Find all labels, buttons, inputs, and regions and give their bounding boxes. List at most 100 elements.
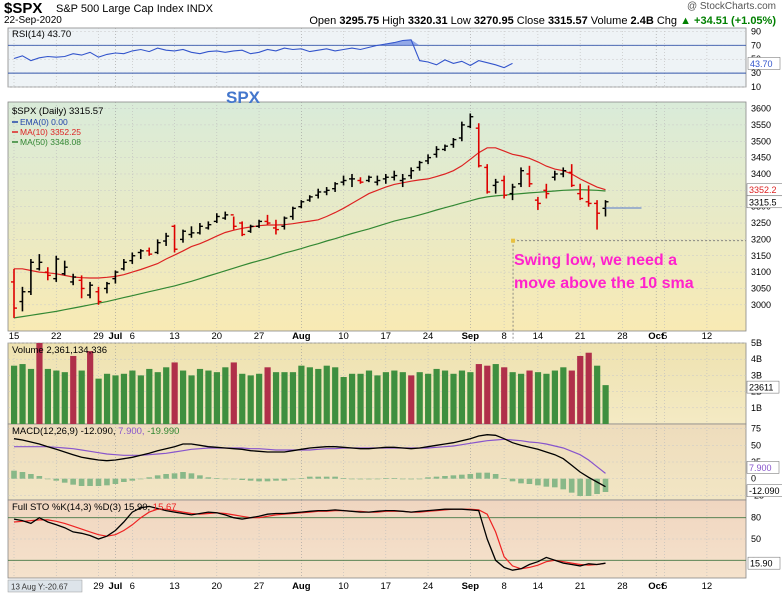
volume-bar-9	[87, 351, 94, 424]
y-tick-price-11: 3050	[751, 283, 771, 293]
macd-hist-bar-49	[425, 477, 431, 479]
y-tick-macd-0: 75	[751, 424, 761, 434]
crosshair-readout-box	[7, 579, 83, 593]
volume-bar-50	[433, 368, 440, 424]
price-bar-11	[103, 281, 110, 294]
macd-hist-bar-15	[137, 478, 144, 480]
volume-bar-57	[492, 364, 499, 424]
sto-legend-prefix: Full STO %K(14,3) %D(3) 15.90,	[12, 502, 153, 513]
stockcharts-watermark[interactable]: @ StockCharts.com	[686, 1, 776, 12]
macd-hist-bar-70	[602, 478, 609, 492]
macd-hist-bar-63	[543, 478, 550, 487]
macd-hist-bar-57	[492, 474, 499, 479]
macd-hist-bar-23	[205, 477, 212, 479]
price-bar-34	[298, 200, 305, 209]
volume-bar-60	[518, 373, 525, 424]
macd-hist-bar-4	[45, 478, 51, 480]
macd-legend: MACD(12,26,9) -12.090, 7.900, -19.990	[12, 426, 179, 437]
price-bar-38	[332, 182, 339, 192]
volume-bar-22	[196, 368, 204, 424]
price-bar-17	[154, 239, 161, 255]
price-bar-43	[374, 175, 381, 186]
volume-bar-29	[256, 373, 263, 424]
macd-hist-bar-69	[594, 478, 600, 494]
price-bar-48	[416, 160, 423, 171]
volume-bar-32	[281, 372, 288, 424]
y-tick-rsi-4: 10	[751, 82, 761, 92]
price-bar-37	[323, 187, 330, 196]
ma10-latest-label: 3352.2	[749, 185, 777, 195]
macd-hist-bar-52	[450, 475, 457, 479]
y-tick-price-8: 3200	[751, 234, 771, 244]
panel-price	[7, 101, 747, 332]
price-bar-32	[281, 216, 288, 230]
macd-latest-label-box	[746, 484, 782, 497]
price-bar-15	[137, 249, 144, 260]
open-value: 3295.75	[339, 15, 380, 27]
price-bar-40	[349, 173, 355, 188]
x-tick-bottom-13: 8	[501, 581, 506, 592]
close-value: 3315.57	[547, 15, 588, 27]
y-tick-price-9: 3150	[751, 251, 771, 261]
volume-bar-45	[391, 370, 398, 424]
macd-legend-prefix: MACD(12,26,9) -12.090,	[12, 426, 118, 437]
price-bar-50	[433, 146, 440, 158]
volume-bar-37	[323, 365, 330, 424]
volume-latest-label-box	[746, 380, 780, 394]
volume-bar-52	[450, 373, 457, 424]
price-bar-21	[188, 226, 195, 238]
chg-value: +34.51 (+1.05%)	[694, 15, 776, 27]
volume-bar-55	[475, 364, 482, 424]
x-tick-bottom-2: 29	[93, 581, 104, 592]
macd-hist-bar-40	[349, 478, 355, 480]
volume-bar-27	[239, 373, 246, 424]
volume-bar-36	[315, 368, 322, 424]
macd-hist-bar-9	[87, 478, 93, 486]
legend-entry-2: MA(50) 3348.08	[20, 137, 81, 147]
volume-bar-8	[78, 370, 85, 424]
price-bar-60	[518, 167, 524, 188]
price-bar-2	[27, 259, 34, 296]
volume-label: Volume	[590, 15, 628, 27]
x-tick-top-14: 14	[533, 331, 544, 342]
macd-hist-bar-56	[484, 472, 490, 479]
x-tick-top-16: 28	[617, 331, 628, 342]
macd-hist-bar-64	[552, 478, 558, 488]
volume-bar-1	[19, 364, 26, 424]
index-name: S&P 500 Large Cap Index INDX	[56, 3, 213, 15]
x-tick-top-11: 24	[423, 331, 434, 342]
y-tick-price-2: 3500	[751, 136, 771, 146]
price-bar-29	[256, 219, 263, 228]
volume-bar-56	[484, 365, 491, 424]
x-tick-top-19: 12	[702, 331, 713, 342]
rsi-latest-label: 43.70	[750, 59, 773, 69]
price-bar-41	[357, 177, 364, 184]
x-tick-top-7: 27	[254, 331, 265, 342]
x-tick-bottom-9: 10	[338, 581, 349, 592]
volume-latest-label: 23611	[749, 383, 773, 393]
macd-line	[13, 434, 606, 488]
x-tick-bottom-16: 28	[617, 581, 628, 592]
price-bar-66	[568, 164, 575, 188]
macd-hist-bar-31	[273, 478, 279, 481]
price-bar-7	[70, 273, 77, 286]
macd-hist-bar-12	[112, 478, 119, 484]
macd-hist-bar-17	[154, 475, 161, 479]
macd-hist-bar-44	[383, 478, 389, 479]
price-bar-39	[340, 175, 347, 186]
macd-hist-bar-68	[585, 478, 592, 496]
sto-latest-label: 15.90	[750, 559, 773, 569]
volume-bar-67	[577, 355, 584, 424]
macd-hist-bar-29	[256, 478, 262, 482]
price-bar-33	[289, 206, 296, 220]
price-bar-65	[560, 167, 567, 178]
macd-hist-bar-6	[61, 478, 68, 483]
volume-bar-25	[222, 367, 229, 424]
close-latest-label-box	[746, 195, 782, 209]
price-bar-12	[112, 270, 119, 284]
volume-bar-28	[247, 375, 254, 424]
x-tick-top-0: 15	[9, 331, 20, 342]
volume-bar-58	[501, 367, 508, 424]
volume-bar-5	[53, 370, 60, 424]
